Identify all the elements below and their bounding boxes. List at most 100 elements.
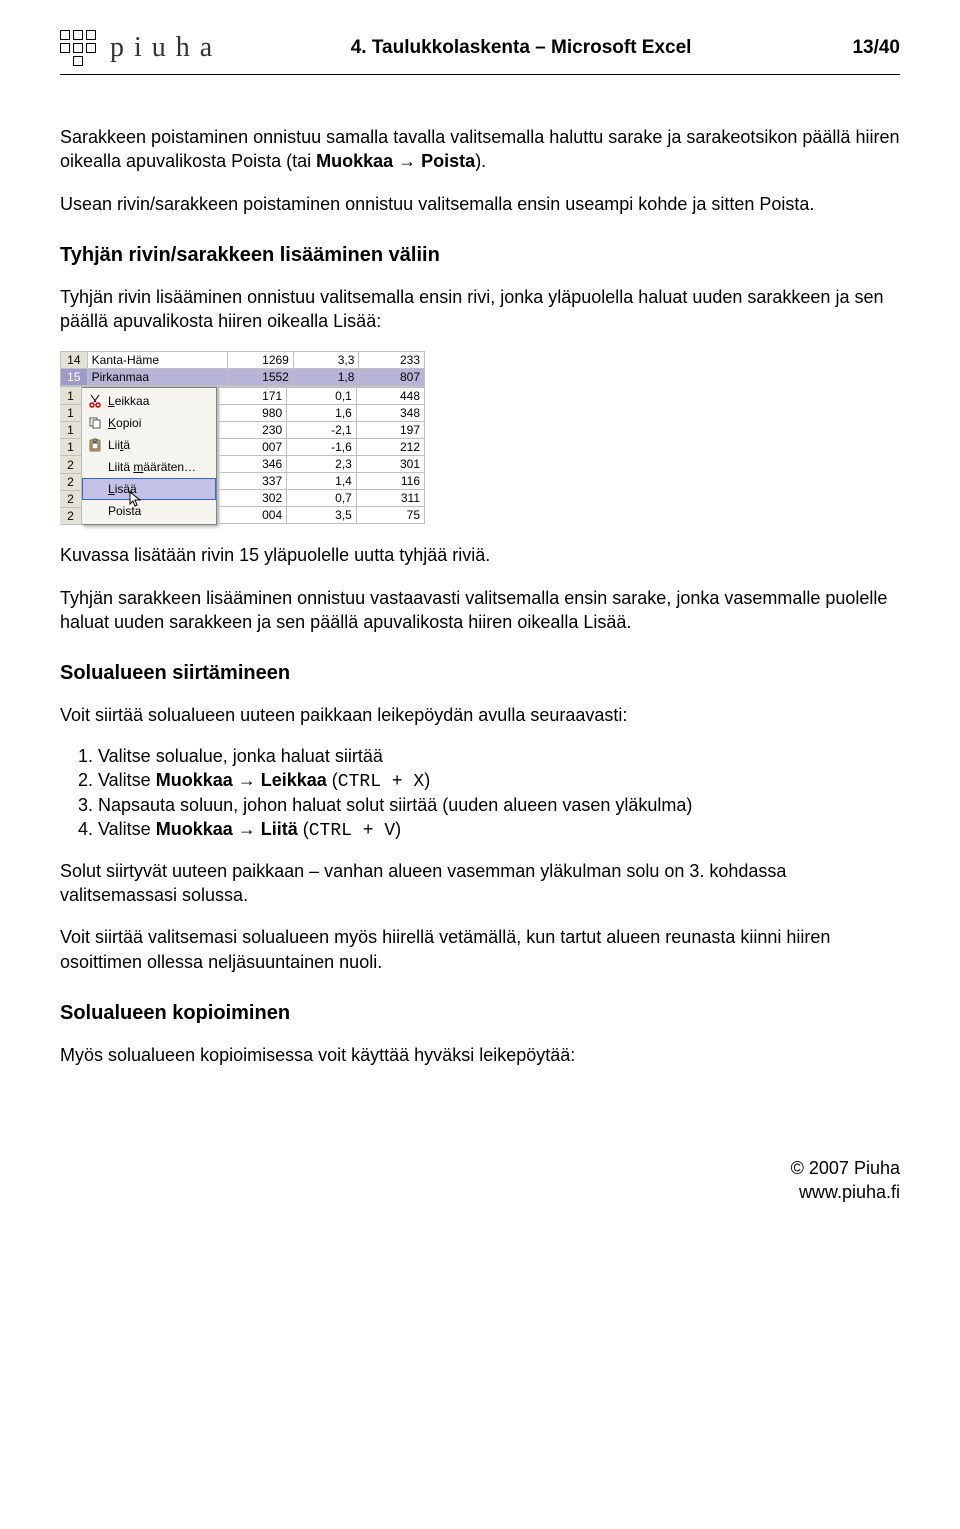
row-header-cell: 2 xyxy=(60,491,81,508)
cell: -2,1 xyxy=(287,422,357,439)
table-row: 007-1,6212 xyxy=(219,439,425,456)
paragraph: Solut siirtyvät uuteen paikkaan – vanhan… xyxy=(60,859,900,908)
cell: 0,1 xyxy=(287,388,357,405)
row-header-cell: 1 xyxy=(60,387,81,404)
cell: 1,6 xyxy=(287,405,357,422)
cell: 007 xyxy=(219,439,287,456)
menu-icon-blank xyxy=(86,481,104,497)
text: ). xyxy=(475,151,486,171)
logo: piuha xyxy=(60,30,222,66)
context-menu-item[interactable]: Liitä määräten… xyxy=(82,456,216,478)
table-row: 1710,1448 xyxy=(219,388,425,405)
cell: 348 xyxy=(356,405,424,422)
cell: 75 xyxy=(356,507,424,524)
paragraph: Usean rivin/sarakkeen poistaminen onnist… xyxy=(60,192,900,216)
context-menu-item[interactable]: Kopioi xyxy=(82,412,216,434)
numbered-steps: Valitse solualue, jonka haluat siirtää Va… xyxy=(60,746,900,841)
menu-icon-blank xyxy=(86,503,104,519)
table-row: 3371,4116 xyxy=(219,473,425,490)
cell: 1,8 xyxy=(293,369,359,386)
row-header-cell: 2 xyxy=(60,456,81,473)
cell: 212 xyxy=(356,439,424,456)
cell: 346 xyxy=(219,456,287,473)
cell: 807 xyxy=(359,369,425,386)
cell: 197 xyxy=(356,422,424,439)
cell: 116 xyxy=(356,473,424,490)
cell: Kanta-Häme xyxy=(87,352,228,369)
context-menu-label: Leikkaa xyxy=(108,394,149,408)
copyright: © 2007 Piuha xyxy=(60,1157,900,1180)
cell: 448 xyxy=(356,388,424,405)
row-header-cell: 2 xyxy=(60,508,81,525)
section-heading: Solualueen siirtämineen xyxy=(60,662,900,685)
context-menu-label: Liitä xyxy=(108,438,130,452)
paragraph: Kuvassa lisätään rivin 15 yläpuolelle uu… xyxy=(60,543,900,567)
cell: 302 xyxy=(219,490,287,507)
table-row: 3462,3301 xyxy=(219,456,425,473)
cut-icon xyxy=(86,393,104,409)
paragraph: Tyhjän sarakkeen lisääminen onnistuu vas… xyxy=(60,586,900,635)
context-menu-item[interactable]: Lisää xyxy=(82,478,216,500)
list-item: Valitse Muokkaa → Leikkaa (CTRL + X) xyxy=(98,770,900,792)
menu-icon-blank xyxy=(86,459,104,475)
page-footer: © 2007 Piuha www.piuha.fi xyxy=(60,1157,900,1204)
excel-screenshot: 14Kanta-Häme12693,323315Pirkanmaa15521,8… xyxy=(60,351,425,525)
context-menu-item[interactable]: Leikkaa xyxy=(82,390,216,412)
paste-icon xyxy=(86,437,104,453)
cell: 1269 xyxy=(228,352,294,369)
paragraph: Voit siirtää solualueen uuteen paikkaan … xyxy=(60,703,900,727)
table-row: 3020,7311 xyxy=(219,490,425,507)
cell: 337 xyxy=(219,473,287,490)
row-header-cell: 1 xyxy=(60,439,81,456)
cell: 004 xyxy=(219,507,287,524)
header-rule xyxy=(60,74,900,75)
cell: 311 xyxy=(356,490,424,507)
text-bold: Muokkaa → Poista xyxy=(316,151,475,171)
cell: Pirkanmaa xyxy=(87,369,228,386)
cell: 3,5 xyxy=(287,507,357,524)
list-item: Valitse solualue, jonka haluat siirtää xyxy=(98,746,900,767)
context-menu[interactable]: Leikkaa Kopioi Liitä Liitä määräten… LisääPo… xyxy=(82,387,217,525)
cell: 1,4 xyxy=(287,473,357,490)
list-item: Napsauta soluun, johon haluat solut siir… xyxy=(98,795,900,816)
paragraph: Tyhjän rivin lisääminen onnistuu valitse… xyxy=(60,285,900,334)
header-title: 4. Taulukkolaskenta – Microsoft Excel xyxy=(222,37,820,59)
table-row: 14Kanta-Häme12693,3233 xyxy=(61,352,425,369)
row-header-cell: 2 xyxy=(60,474,81,491)
section-heading: Tyhjän rivin/sarakkeen lisääminen väliin xyxy=(60,244,900,267)
spreadsheet-data: 1710,14489801,6348230-2,1197007-1,621234… xyxy=(217,387,425,525)
cell: 3,3 xyxy=(293,352,359,369)
table-row: 0043,575 xyxy=(219,507,425,524)
cell: 301 xyxy=(356,456,424,473)
table-row: 9801,6348 xyxy=(219,405,425,422)
paragraph: Myös solualueen kopioimisessa voit käytt… xyxy=(60,1043,900,1067)
paragraph: Sarakkeen poistaminen onnistuu samalla t… xyxy=(60,125,900,174)
page-header: piuha 4. Taulukkolaskenta – Microsoft Ex… xyxy=(60,30,900,66)
context-menu-item[interactable]: Poista xyxy=(82,500,216,522)
list-item: Valitse Muokkaa → Liitä (CTRL + V) xyxy=(98,819,900,841)
context-menu-label: Liitä määräten… xyxy=(108,460,196,474)
logo-text: piuha xyxy=(110,32,222,64)
footer-url: www.piuha.fi xyxy=(60,1181,900,1204)
context-menu-label: Kopioi xyxy=(108,416,141,430)
row-header-cell: 1 xyxy=(60,405,81,422)
row-header-cell: 15 xyxy=(61,369,88,386)
row-headers: 11112222 xyxy=(60,387,82,525)
row-header-cell: 1 xyxy=(60,422,81,439)
spreadsheet-rows: 14Kanta-Häme12693,323315Pirkanmaa15521,8… xyxy=(60,351,425,386)
header-page-number: 13/40 xyxy=(820,37,900,59)
table-row: 230-2,1197 xyxy=(219,422,425,439)
cell: 2,3 xyxy=(287,456,357,473)
cell: 230 xyxy=(219,422,287,439)
cell: -1,6 xyxy=(287,439,357,456)
cell: 0,7 xyxy=(287,490,357,507)
table-row: 15Pirkanmaa15521,8807 xyxy=(61,369,425,386)
row-header-cell: 14 xyxy=(61,352,88,369)
logo-icon xyxy=(60,30,96,66)
cell: 233 xyxy=(359,352,425,369)
copy-icon xyxy=(86,415,104,431)
section-heading: Solualueen kopioiminen xyxy=(60,1002,900,1025)
context-menu-item[interactable]: Liitä xyxy=(82,434,216,456)
cell: 1552 xyxy=(228,369,294,386)
cell: 980 xyxy=(219,405,287,422)
